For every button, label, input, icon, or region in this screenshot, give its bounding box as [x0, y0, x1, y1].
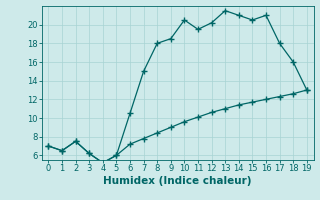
X-axis label: Humidex (Indice chaleur): Humidex (Indice chaleur): [103, 176, 252, 186]
